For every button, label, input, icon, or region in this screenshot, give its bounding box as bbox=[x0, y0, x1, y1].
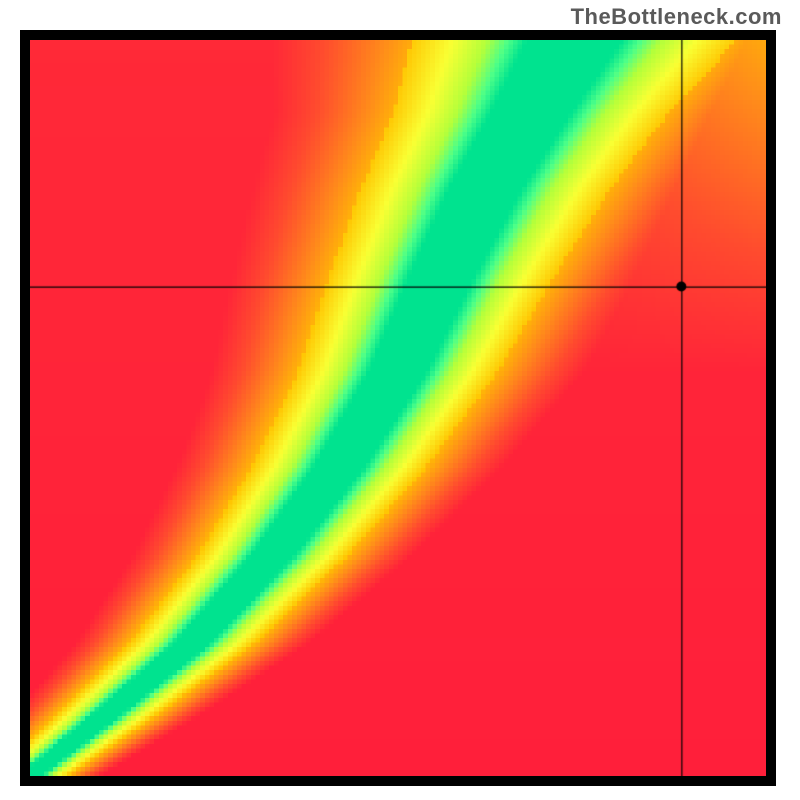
plot-frame bbox=[20, 30, 776, 786]
heatmap-canvas bbox=[30, 40, 766, 776]
page-container: TheBottleneck.com bbox=[0, 0, 800, 800]
watermark-text: TheBottleneck.com bbox=[571, 4, 782, 30]
